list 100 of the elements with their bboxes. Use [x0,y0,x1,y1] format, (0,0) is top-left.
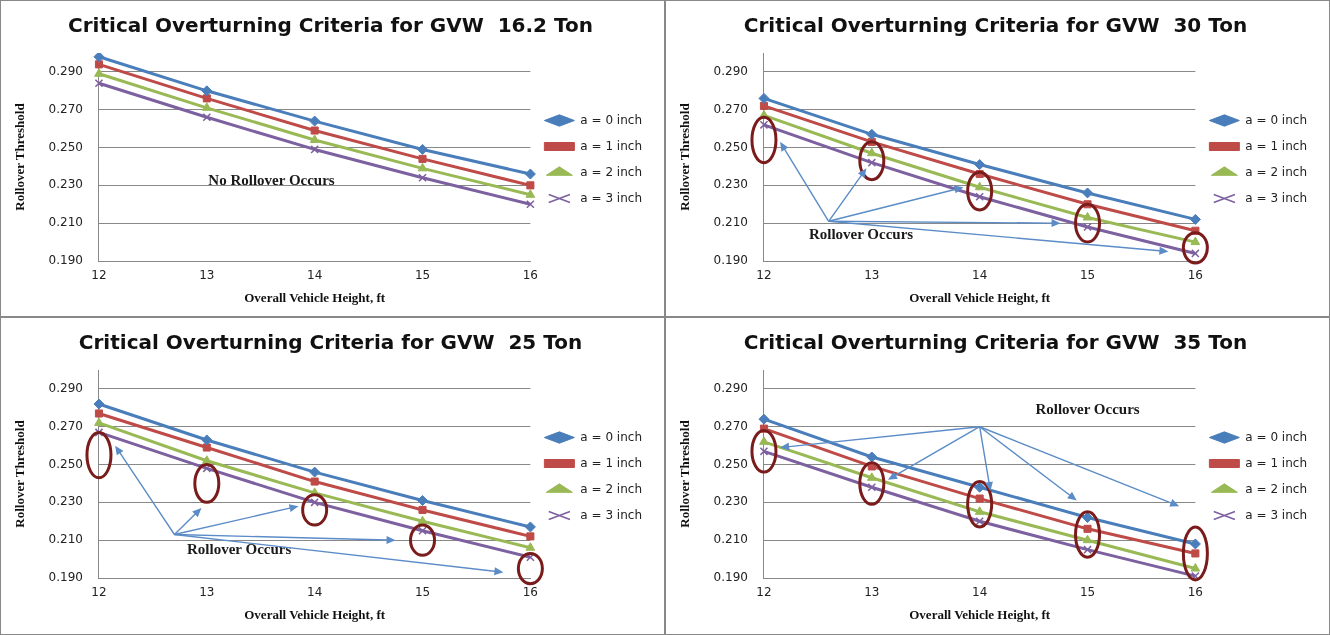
y-axis-title: Rollover Threshold [12,102,28,211]
point [866,147,877,157]
point [1083,222,1092,232]
point [1082,187,1094,199]
point [758,413,770,425]
point [418,154,427,163]
legend-label: a = 0 inch [580,429,643,444]
point [525,189,536,198]
point [94,417,104,426]
y-tick-label: 0.270 [48,101,83,116]
legend-label: a = 1 inch [1245,138,1308,153]
point [759,120,769,130]
y-tick-label: 0.290 [713,64,748,79]
point [975,516,984,526]
legend-label: a = 3 inch [1245,190,1308,205]
point [310,126,319,135]
legend-label: a = 0 inch [1245,112,1308,127]
annotation: Rollover Occurs [1035,400,1140,417]
point [201,434,213,446]
point [94,428,104,437]
point [975,494,984,503]
y-axis-title: Rollover Threshold [12,419,28,528]
legend-label: a = 2 inch [580,481,643,496]
y-tick-label: 0.210 [713,215,748,230]
legend-label: a = 0 inch [1245,429,1308,444]
point [525,542,536,551]
legend-label: a = 1 inch [580,138,643,153]
x-tick-label: 15 [414,585,431,600]
legend-label: a = 1 inch [580,455,643,470]
point [202,94,211,103]
x-tick-label: 13 [199,585,215,600]
point [417,162,428,172]
y-tick-label: 0.230 [713,494,748,509]
x-tick-label: 14 [307,268,323,283]
point [309,134,320,143]
point [417,515,428,525]
x-tick-label: 16 [1187,268,1204,283]
x-tick-label: 14 [972,585,988,600]
y-tick-label: 0.270 [713,418,748,433]
x-axis-title: Overall Vehicle Height, ft [909,606,1051,622]
legend-label: a = 2 inch [1245,481,1308,496]
point [1191,249,1200,258]
point [866,128,878,140]
point [866,451,878,463]
point [417,494,429,506]
point [309,115,321,127]
x-axis-title: Overall Vehicle Height, ft [244,606,386,622]
point [418,173,427,183]
point [1191,571,1200,578]
x-tick-label: 15 [1079,585,1096,600]
point [1082,534,1093,544]
point [759,436,769,445]
annotation: No Rollover Occurs [208,172,335,189]
point [309,466,321,478]
point [1083,545,1092,554]
annotation: Rollover Occurs [187,540,292,557]
y-tick-label: 0.290 [48,381,83,396]
point [94,68,104,77]
y-tick-label: 0.250 [713,139,748,154]
point [202,443,211,452]
point [1190,563,1201,572]
y-tick-label: 0.210 [48,215,83,230]
legend-label: a = 3 inch [1245,507,1308,522]
x-tick-label: 13 [199,268,215,283]
point [202,113,212,122]
point [759,101,768,110]
point [975,192,984,201]
y-axis-title: Rollover Threshold [677,419,693,528]
chart-title: Critical Overturning Criteria for GVW 16.2 Ton [68,13,593,38]
point [524,521,536,533]
x-tick-label: 12 [756,585,772,600]
point [526,181,535,190]
y-tick-label: 0.270 [713,101,748,116]
y-tick-label: 0.250 [48,139,83,154]
x-axis-title: Overall Vehicle Height, ft [244,289,386,305]
point [867,158,877,167]
point [867,482,877,492]
point [418,505,427,514]
y-tick-label: 0.190 [713,570,748,585]
x-tick-label: 12 [756,268,772,283]
point [1189,538,1201,550]
legend-label: a = 2 inch [580,164,643,179]
legend-label: a = 1 inch [1245,455,1308,470]
x-tick-label: 13 [864,585,880,600]
point [310,145,319,154]
point [93,53,105,63]
point [310,498,319,507]
x-axis-title: Overall Vehicle Height, ft [909,289,1051,305]
chart-title: Critical Overturning Criteria for GVW 35 Ton [743,330,1248,355]
point [526,532,535,541]
point [201,85,213,97]
y-tick-label: 0.230 [48,177,83,192]
legend-label: a = 2 inch [1245,164,1308,179]
y-tick-label: 0.190 [48,253,83,268]
y-axis-title: Rollover Threshold [677,102,693,211]
point [94,60,103,69]
point [94,78,104,88]
x-tick-label: 16 [522,585,539,600]
point [1191,549,1200,558]
point [1189,213,1201,225]
